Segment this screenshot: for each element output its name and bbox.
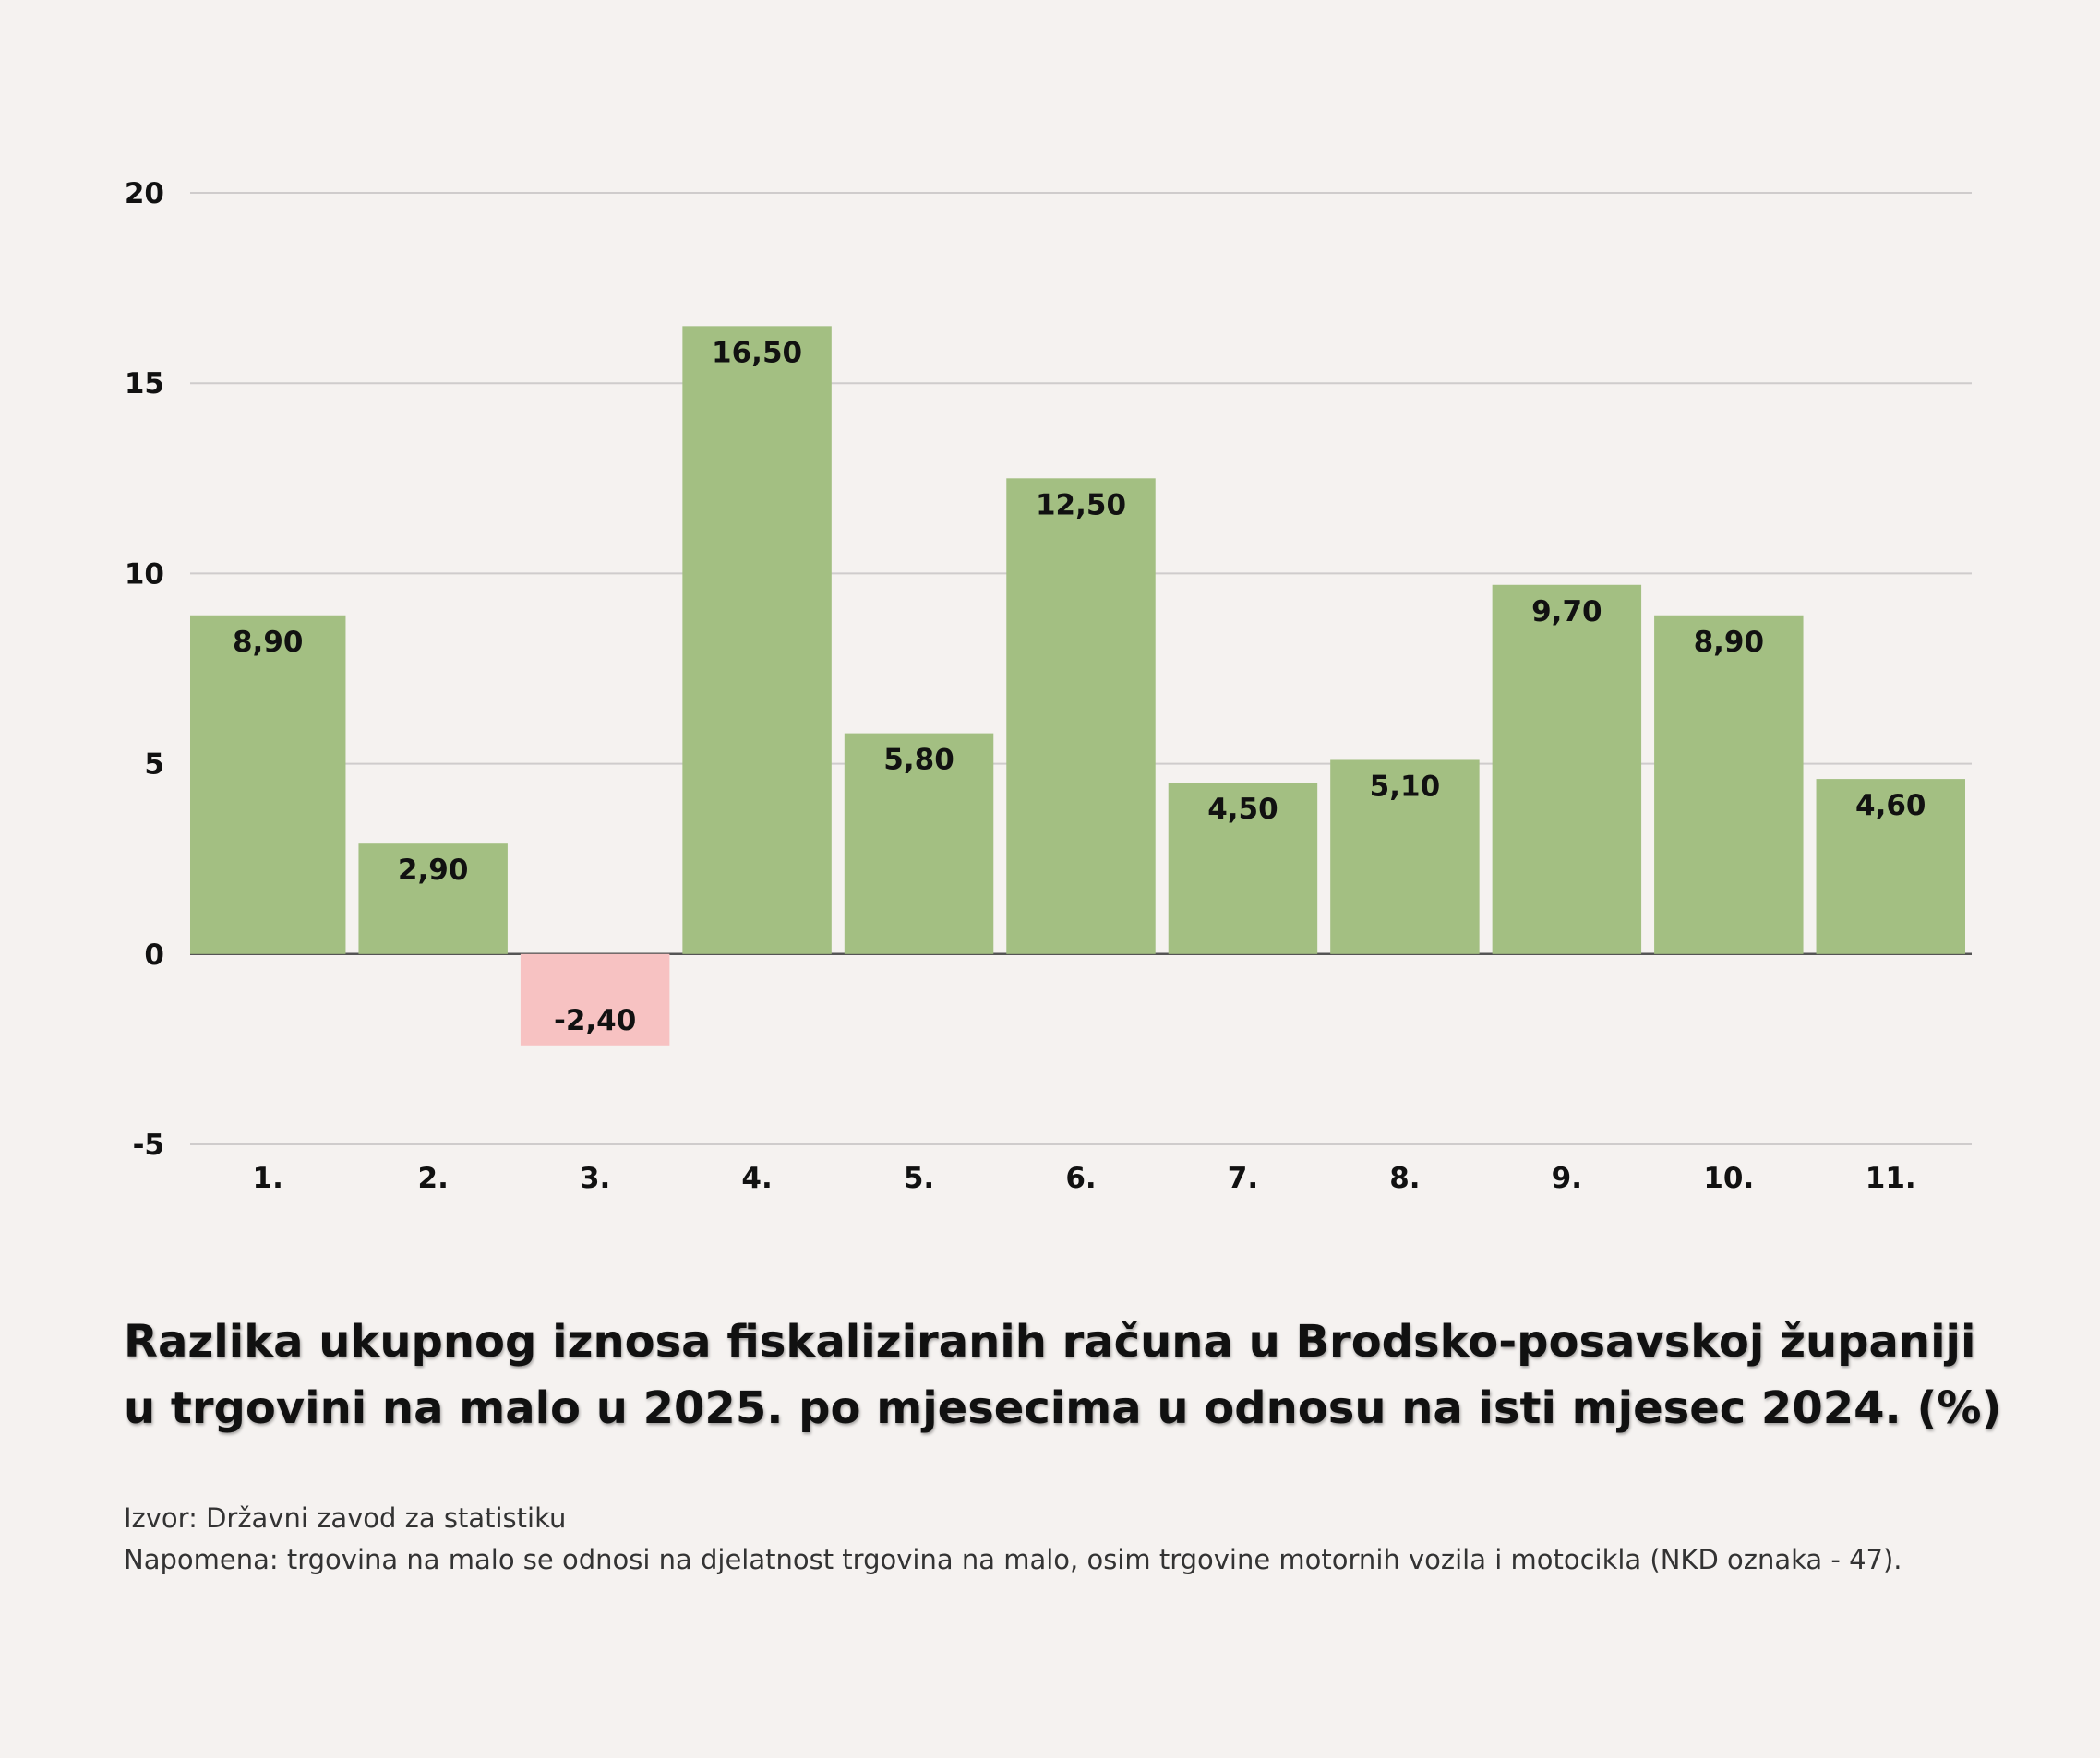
x-tick-label: 2. [418,1162,449,1195]
bar [1330,759,1480,954]
bar-value-label: 5,80 [883,744,954,777]
y-tick-label: 15 [125,367,164,401]
bars [190,326,1965,1046]
bar [1654,615,1804,954]
x-tick-label: 1. [253,1162,283,1195]
note-text: Napomena: trgovina na malo se odnosi na … [124,1544,1902,1575]
x-axis-ticks: 1. 2. 3. 4. 5. 6. 7. 8. 9. 10. 11. [253,1162,1916,1195]
bar [1168,783,1318,954]
bar-value-label: -2,40 [554,1004,636,1037]
x-tick-label: 4. [741,1162,772,1195]
bar [1492,584,1642,954]
y-tick-label: 20 [125,177,164,210]
bar-value-labels: 8,90 2,90 -2,40 16,50 5,80 12,50 4,50 5,10 9,70 8… [233,336,1926,1036]
bar-value-label: 8,90 [1694,626,1765,659]
bar-value-label: 5,10 [1370,770,1441,803]
x-tick-label: 9. [1552,1162,1582,1195]
chart-title: Razlika ukupnog iznosa fiskaliziranih ra… [124,1316,2002,1434]
bar-value-label: 2,90 [398,854,469,887]
x-tick-label: 11. [1866,1162,1916,1195]
source-text: Izvor: Državni zavod za statistiku [124,1502,567,1534]
y-tick-label: -5 [133,1129,164,1162]
x-tick-label: 10. [1703,1162,1754,1195]
bar-value-label: 9,70 [1531,595,1602,628]
bar [1816,779,1965,954]
y-tick-label: 0 [144,939,164,972]
x-tick-label: 6. [1065,1162,1096,1195]
bar-value-label: 12,50 [1036,488,1126,521]
x-tick-label: 5. [904,1162,934,1195]
y-axis-ticks: 20 15 10 5 0 -5 [125,177,164,1162]
y-tick-label: 10 [125,557,164,591]
bar-value-label: 8,90 [233,626,304,659]
bar-value-label: 4,50 [1207,793,1278,826]
y-tick-label: 5 [144,748,164,782]
bar [520,953,670,1046]
bar [358,843,508,954]
bar-chart: 20 15 10 5 0 -5 8,90 2,90 -2,40 16,50 5,80 12,50 4,… [125,177,1972,1195]
x-tick-label: 7. [1228,1162,1258,1195]
chart-notes: Izvor: Državni zavod za statistiku Napom… [124,1498,2044,1581]
bar [1006,478,1156,954]
bar [190,615,346,954]
bar-value-label: 16,50 [712,336,802,369]
x-tick-label: 8. [1389,1162,1420,1195]
x-tick-label: 3. [580,1162,610,1195]
bar-value-label: 4,60 [1855,789,1926,822]
bar [682,326,832,954]
bar [844,733,994,954]
